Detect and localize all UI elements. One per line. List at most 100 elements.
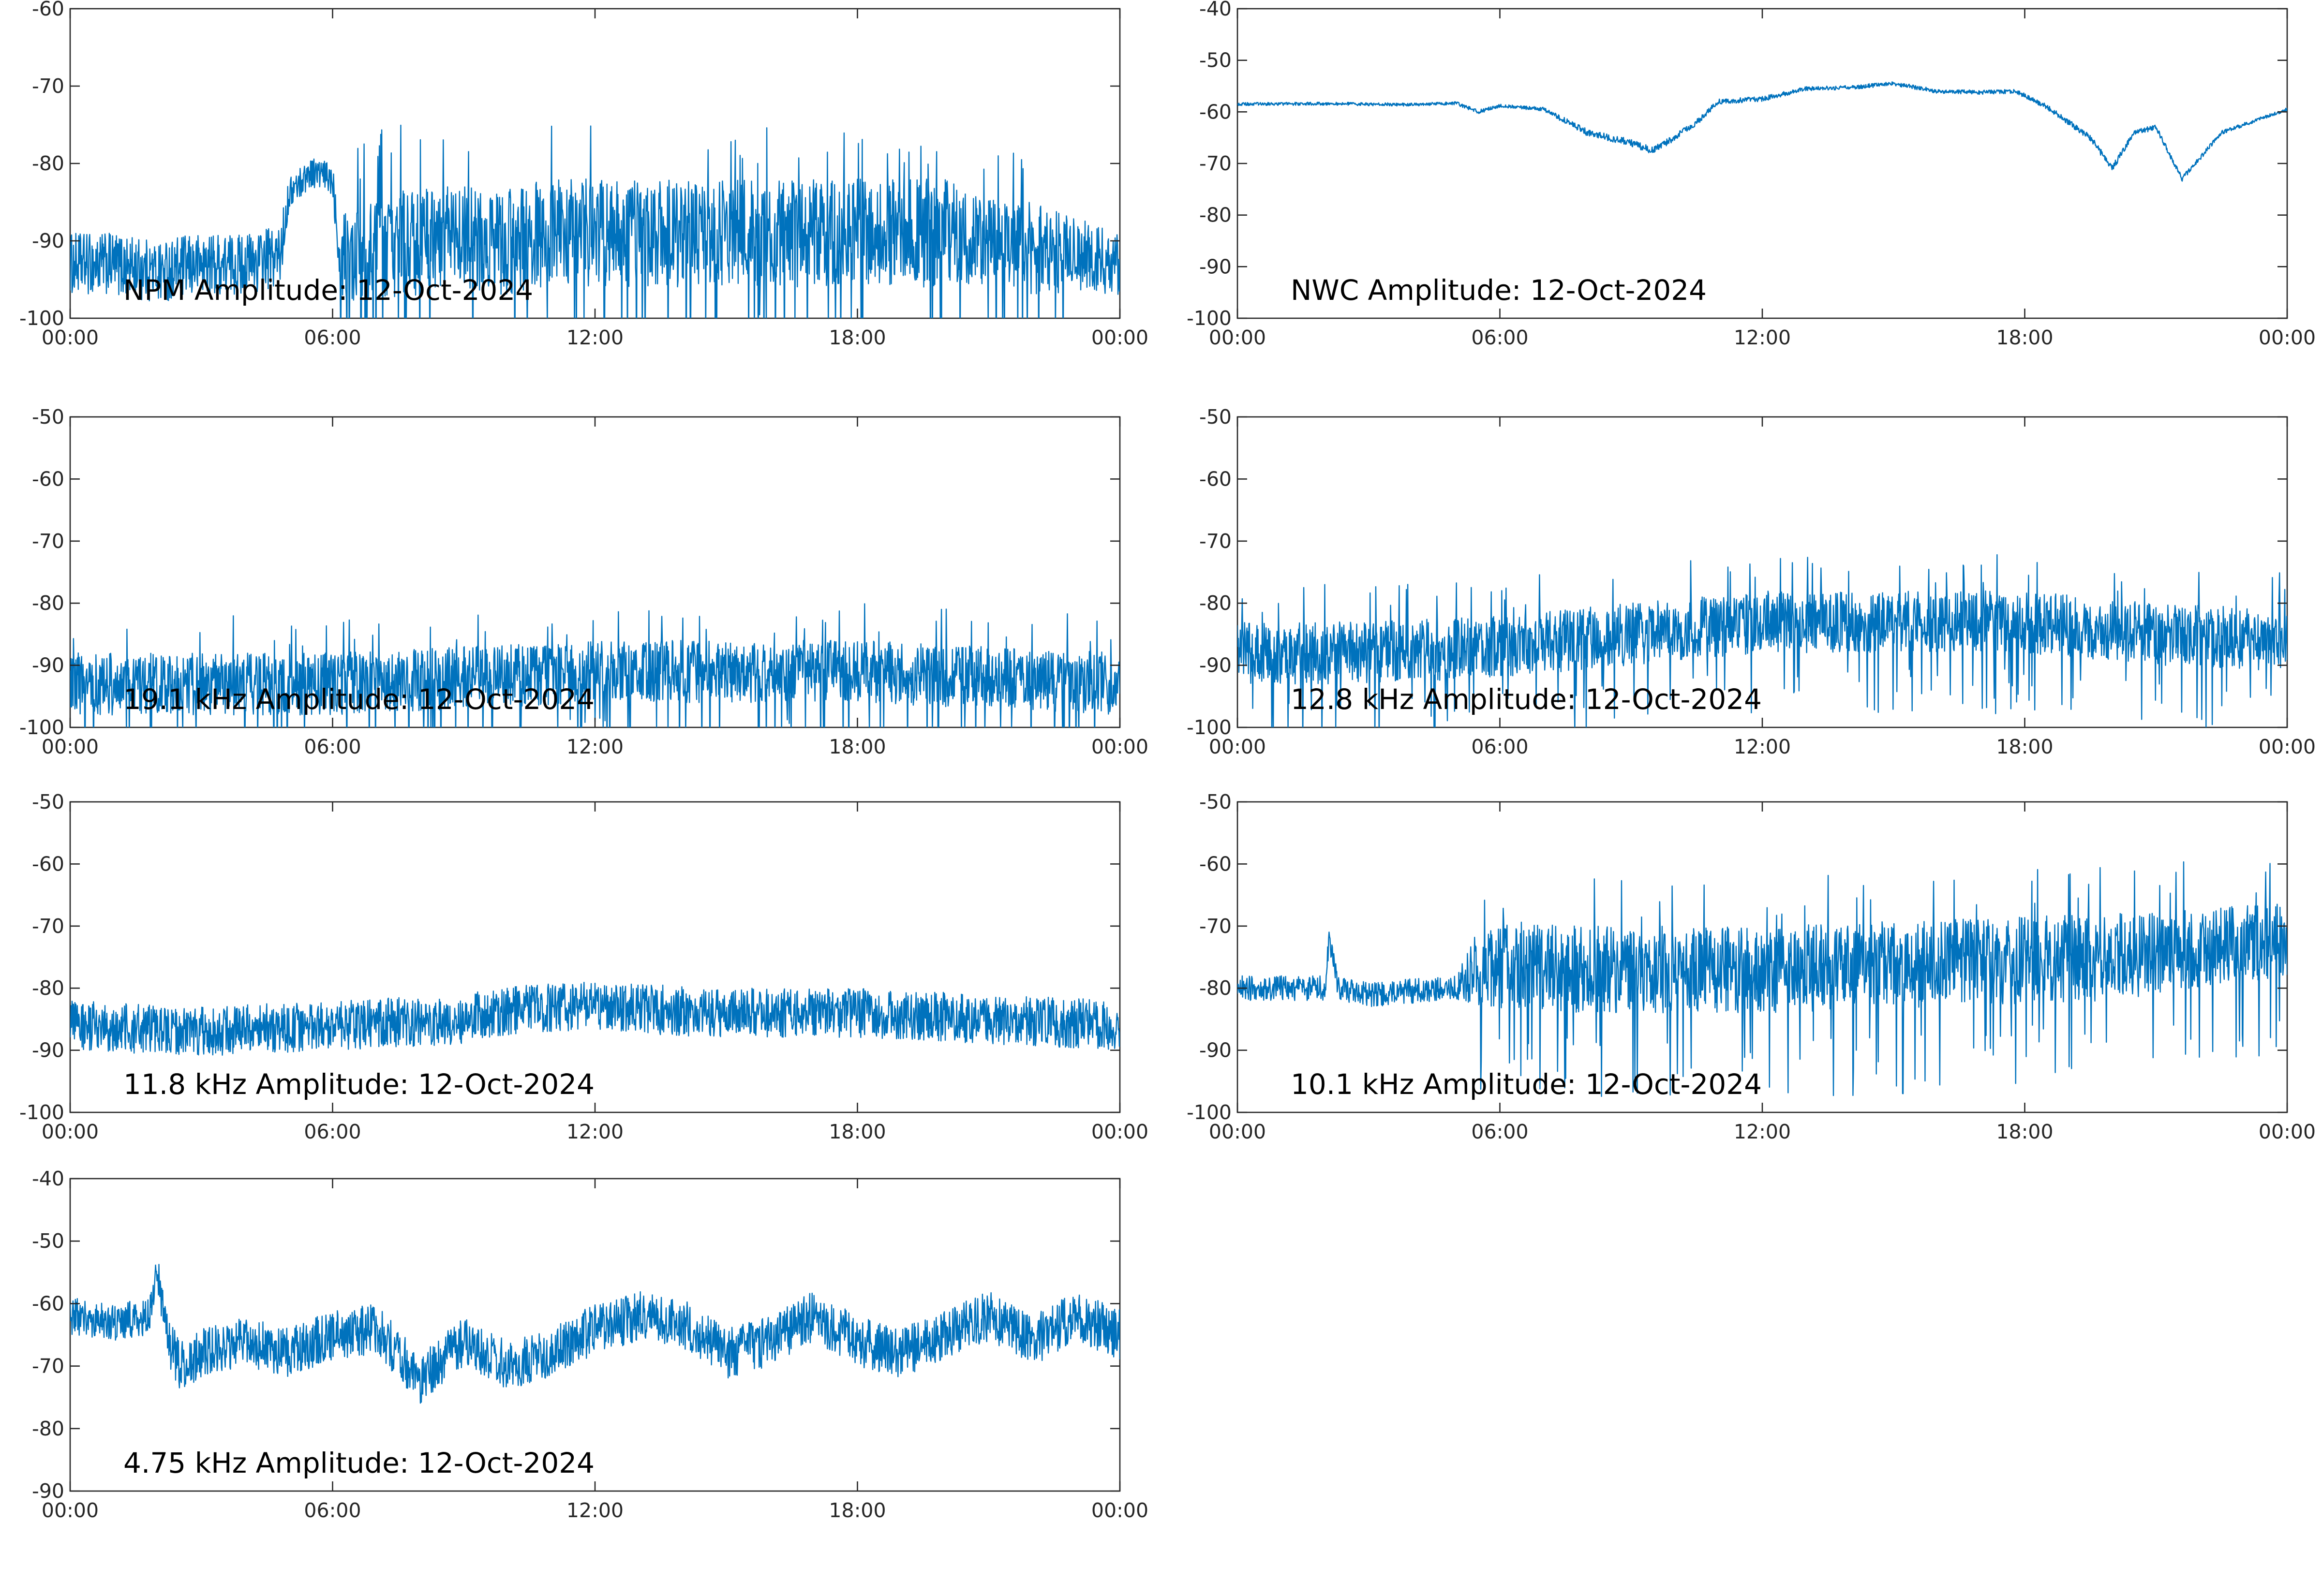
series-line [1237, 861, 2287, 1097]
x-tick-label: 12:00 [1734, 326, 1791, 349]
y-tick-label: -80 [1199, 591, 1232, 615]
x-tick-label: 00:00 [2259, 326, 2316, 349]
series-line [1237, 81, 2287, 182]
y-tick-label: -80 [32, 1417, 64, 1440]
x-tick-label: 00:00 [2259, 1120, 2316, 1143]
x-tick-label: 12:00 [1734, 735, 1791, 758]
chart-panel-6: 00:00 06:00 12:00 18:00 00:00 -50 -60 -70 -80 -90… [1187, 790, 2316, 1143]
chart-panel-2: 00:00 06:00 12:00 18:00 00:00 -40 -50 -60 -70 -80… [1187, 0, 2316, 349]
y-tick-label: -70 [1199, 915, 1232, 938]
y-tick-label: -60 [32, 852, 64, 875]
x-tick-label: 00:00 [1091, 326, 1148, 349]
x-tick-label: 12:00 [566, 326, 624, 349]
y-tick-label: -60 [1199, 100, 1232, 123]
y-tick-label: -90 [32, 1479, 64, 1503]
x-tick-label: 18:00 [829, 735, 886, 758]
y-tick-label: -100 [19, 1101, 64, 1124]
y-tick-label: -60 [1199, 467, 1232, 490]
x-tick-label: 12:00 [1734, 1120, 1791, 1143]
plot-area [69, 8, 1121, 319]
x-tick-label: 12:00 [566, 735, 624, 758]
series-line [1237, 554, 2287, 727]
chart-panel-3: 00:00 06:00 12:00 18:00 00:00 -50 -60 -70 -80 -90… [19, 405, 1148, 758]
x-tick-label: 00:00 [42, 1120, 99, 1143]
y-tick-label: -90 [1199, 1039, 1232, 1062]
x-tick-label: 18:00 [1996, 735, 2053, 758]
x-tick-label: 00:00 [1209, 735, 1266, 758]
x-tick-label: 00:00 [1091, 1120, 1148, 1143]
y-tick-label: -80 [1199, 976, 1232, 1000]
x-tick-label: 18:00 [829, 1120, 886, 1143]
chart-panel-5: 00:00 06:00 12:00 18:00 00:00 -50 -60 -70 -80 -90… [19, 790, 1148, 1143]
x-tick-label: 06:00 [304, 326, 361, 349]
y-tick-label: -50 [32, 790, 64, 813]
x-tick-label: 00:00 [1091, 735, 1148, 758]
x-tick-label: 00:00 [1091, 1499, 1148, 1522]
x-tick-label: 06:00 [304, 1120, 361, 1143]
panel-title: 11.8 kHz Amplitude: 12-Oct-2024 [123, 1068, 595, 1101]
y-tick-label: -50 [1199, 790, 1232, 813]
panel-title: 4.75 kHz Amplitude: 12-Oct-2024 [123, 1447, 595, 1479]
chart-panel-1: 00:00 06:00 12:00 18:00 00:00 -60 -70 -80 -90 -10… [19, 0, 1148, 349]
x-tick-label: 00:00 [42, 735, 99, 758]
panel-title: NPM Amplitude: 12-Oct-2024 [123, 274, 533, 307]
x-tick-label: 00:00 [42, 326, 99, 349]
x-tick-label: 12:00 [566, 1120, 624, 1143]
y-tick-label: -60 [32, 0, 64, 20]
x-tick-label: 06:00 [1471, 735, 1528, 758]
x-tick-label: 18:00 [829, 326, 886, 349]
panel-title: 19.1 kHz Amplitude: 12-Oct-2024 [123, 683, 595, 716]
y-tick-label: -90 [1199, 654, 1232, 677]
x-tick-label: 18:00 [1996, 326, 2053, 349]
panel-title: 10.1 kHz Amplitude: 12-Oct-2024 [1291, 1068, 1762, 1101]
series-line [70, 982, 1120, 1056]
y-tick-label: -70 [1199, 152, 1232, 175]
x-tick-label: 00:00 [42, 1499, 99, 1522]
y-tick-label: -40 [1199, 0, 1232, 20]
y-tick-label: -80 [1199, 204, 1232, 227]
y-tick-label: -60 [32, 1292, 64, 1315]
y-tick-label: -70 [32, 1355, 64, 1378]
y-tick-label: -100 [19, 716, 64, 739]
y-tick-label: -90 [32, 1039, 64, 1062]
y-tick-label: -50 [32, 405, 64, 429]
x-tick-label: 00:00 [2259, 735, 2316, 758]
y-tick-label: -80 [32, 976, 64, 1000]
y-tick-label: -100 [1187, 716, 1232, 739]
y-tick-label: -60 [32, 467, 64, 490]
x-tick-label: 06:00 [304, 1499, 361, 1522]
chart-panel-4: 00:00 06:00 12:00 18:00 00:00 -50 -60 -70 -80 -90… [1187, 405, 2316, 758]
series-line [70, 124, 1120, 318]
x-tick-label: 06:00 [1471, 326, 1528, 349]
x-tick-label: 06:00 [304, 735, 361, 758]
plot-area [1236, 8, 2288, 319]
plot-area [69, 801, 1121, 1113]
y-tick-label: -80 [32, 152, 64, 175]
y-tick-label: -70 [1199, 530, 1232, 553]
x-tick-label: 12:00 [566, 1499, 624, 1522]
panel-title: NWC Amplitude: 12-Oct-2024 [1291, 274, 1707, 307]
y-tick-label: -90 [32, 229, 64, 252]
y-tick-label: -100 [19, 307, 64, 330]
y-tick-label: -40 [32, 1167, 64, 1190]
x-tick-label: 18:00 [1996, 1120, 2053, 1143]
y-tick-label: -90 [1199, 255, 1232, 278]
y-tick-label: -90 [32, 654, 64, 677]
y-tick-label: -50 [32, 1229, 64, 1253]
x-tick-label: 06:00 [1471, 1120, 1528, 1143]
chart-panel-7: 00:00 06:00 12:00 18:00 00:00 -40 -50 -60 -70 -80… [32, 1167, 1148, 1522]
y-tick-label: -70 [32, 915, 64, 938]
series-line [70, 1264, 1120, 1404]
y-tick-label: -60 [1199, 852, 1232, 875]
x-tick-label: 00:00 [1209, 326, 1266, 349]
x-tick-label: 00:00 [1209, 1120, 1266, 1143]
y-tick-label: -50 [1199, 49, 1232, 72]
y-tick-label: -100 [1187, 307, 1232, 330]
y-tick-label: -70 [32, 74, 64, 98]
y-tick-label: -50 [1199, 405, 1232, 429]
y-tick-label: -70 [32, 530, 64, 553]
x-tick-label: 18:00 [829, 1499, 886, 1522]
y-tick-label: -80 [32, 591, 64, 615]
panel-title: 12.8 kHz Amplitude: 12-Oct-2024 [1291, 683, 1762, 716]
